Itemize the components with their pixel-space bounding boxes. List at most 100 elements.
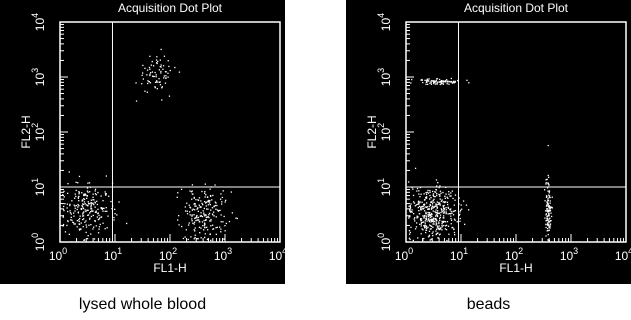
data-point-cluster-1 (80, 222, 82, 224)
data-point-cluster-1 (69, 212, 72, 214)
data-point-cluster-1 (93, 238, 96, 240)
data-point-cluster-2 (211, 199, 213, 201)
data-point-cluster-0 (147, 80, 149, 82)
data-point-cluster-1 (94, 201, 96, 203)
data-point-cluster-1 (445, 211, 447, 213)
data-point-cluster-1 (93, 204, 95, 206)
data-point-cluster-2 (196, 217, 198, 219)
data-point-cluster-1 (442, 205, 444, 207)
data-point-cluster-2 (545, 196, 548, 198)
data-point-cluster-2 (547, 203, 549, 206)
data-point-cluster-1 (433, 223, 435, 225)
data-point-cluster-2 (549, 202, 551, 204)
data-point-cluster-2 (204, 227, 206, 229)
data-point-cluster-0 (154, 86, 156, 88)
data-point-cluster-0 (468, 82, 470, 84)
data-point-cluster-2 (205, 202, 207, 204)
data-point-cluster-1 (450, 223, 452, 225)
data-point-cluster-1 (449, 213, 451, 215)
data-point-cluster-0 (431, 80, 433, 82)
data-point-cluster-1 (89, 217, 91, 219)
data-point-cluster-1 (432, 205, 434, 207)
data-point-cluster-2 (203, 215, 206, 217)
y-tick-label-exponent: 3 (376, 68, 386, 73)
y-tick-label: 103 (30, 68, 47, 86)
data-point-cluster-0 (159, 66, 161, 68)
data-point-cluster-1 (441, 209, 443, 211)
data-point-cluster-1 (95, 211, 97, 214)
data-point-cluster-1 (432, 199, 434, 202)
data-point-cluster-0 (155, 74, 157, 76)
data-point-cluster-1 (439, 204, 441, 206)
data-point-cluster-1 (447, 207, 450, 209)
data-point-cluster-2 (220, 214, 222, 216)
data-point-cluster-1 (437, 203, 439, 205)
data-point-cluster-1 (83, 194, 85, 197)
data-point-cluster-1 (435, 205, 437, 207)
data-point-cluster-1 (83, 198, 85, 200)
data-point-cluster-1 (445, 209, 447, 211)
data-point-cluster-1 (67, 183, 69, 185)
data-point-cluster-1 (429, 189, 431, 192)
data-point-cluster-1 (94, 190, 96, 192)
data-point-cluster-0 (164, 71, 167, 73)
data-point-cluster-1 (423, 225, 425, 227)
data-point-cluster-1 (413, 202, 416, 204)
data-point-cluster-1 (82, 226, 84, 228)
data-point-cluster-1 (458, 214, 460, 217)
data-point-cluster-2 (198, 204, 200, 206)
data-point-cluster-2 (219, 226, 221, 228)
data-point-cluster-0 (147, 82, 149, 85)
data-point-cluster-2 (190, 236, 192, 238)
data-point-cluster-2 (549, 224, 551, 226)
y-tick-label-group: 103 (30, 68, 47, 86)
data-point-cluster-1 (78, 228, 80, 230)
x-tick-label-base: 10 (214, 249, 228, 263)
data-point-cluster-0 (167, 72, 169, 74)
data-point-cluster-1 (417, 237, 419, 239)
data-point-cluster-1 (78, 205, 80, 207)
data-point-cluster-1 (437, 182, 439, 184)
data-point-cluster-1 (447, 206, 449, 208)
data-point-cluster-1 (68, 171, 70, 173)
data-point-cluster-2 (195, 205, 197, 207)
data-point-cluster-0 (161, 86, 163, 88)
data-point-cluster-0 (421, 79, 423, 81)
data-point-cluster-1 (66, 207, 68, 209)
data-point-cluster-0 (438, 81, 440, 83)
data-point-cluster-2 (177, 219, 179, 221)
data-point-cluster-2 (196, 219, 198, 221)
data-point-cluster-2 (216, 226, 218, 228)
data-point-cluster-1 (461, 208, 463, 210)
data-point-cluster-0 (149, 68, 151, 70)
data-point-cluster-1 (422, 215, 424, 217)
data-point-cluster-2 (197, 199, 199, 201)
data-point-cluster-2 (224, 225, 226, 227)
y-tick-label: 104 (30, 13, 47, 31)
data-point-cluster-1 (421, 228, 423, 230)
data-point-cluster-1 (428, 214, 430, 216)
data-point-cluster-1 (448, 193, 450, 195)
data-point-cluster-1 (93, 199, 95, 201)
data-point-cluster-2 (548, 211, 550, 213)
data-point-cluster-1 (425, 211, 427, 213)
data-point-cluster-1 (437, 225, 439, 227)
data-point-cluster-1 (414, 228, 417, 230)
data-point-cluster-0 (466, 79, 468, 81)
data-point-cluster-0 (149, 73, 151, 75)
data-point-cluster-2 (236, 217, 238, 220)
data-point-cluster-1 (432, 223, 434, 225)
data-point-cluster-1 (420, 220, 422, 222)
data-point-cluster-1 (421, 221, 424, 223)
data-point-cluster-0 (442, 83, 445, 85)
data-point-cluster-1 (442, 191, 444, 194)
data-point-cluster-1 (442, 221, 444, 223)
y-tick-label-exponent: 2 (30, 123, 40, 128)
data-point-cluster-1 (102, 207, 104, 209)
data-point-cluster-0 (150, 64, 152, 66)
data-point-cluster-2 (209, 194, 212, 197)
data-point-cluster-1 (83, 198, 86, 201)
data-point-cluster-1 (443, 201, 445, 203)
data-point-cluster-2 (203, 213, 205, 216)
data-point-cluster-2 (202, 210, 204, 212)
